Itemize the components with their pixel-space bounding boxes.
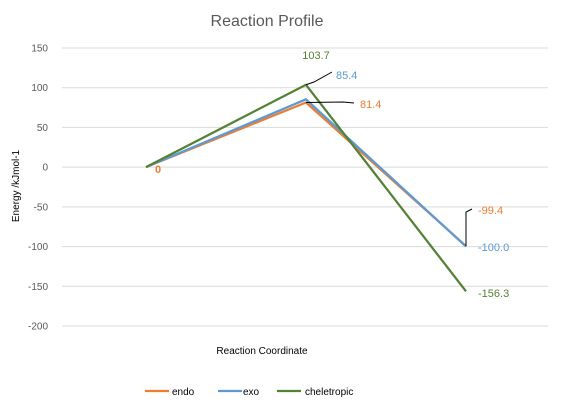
leader-line bbox=[305, 101, 355, 104]
y-tick-label: -200 bbox=[28, 322, 48, 333]
legend-label-endo: endo bbox=[172, 387, 195, 398]
data-label-endo: 81.4 bbox=[360, 99, 381, 111]
y-tick-label: 150 bbox=[31, 44, 48, 55]
series-line-exo bbox=[145, 98, 467, 248]
data-label-endo: 0 bbox=[155, 164, 161, 176]
y-axis-ticks: 150 100 50 0 -50 -100 -150 -200 bbox=[28, 44, 48, 333]
data-label-cheletropic: 103.7 bbox=[302, 50, 330, 62]
data-label-exo: 85.4 bbox=[336, 70, 357, 82]
data-label-cheletropic: -156.3 bbox=[478, 288, 509, 300]
leader-line bbox=[305, 71, 333, 86]
series-line-endo bbox=[145, 101, 467, 247]
legend-label-cheletropic: cheletropic bbox=[305, 387, 353, 398]
data-labels: 0 81.4 -99.4 85.4 -100.0 103.7 -156.3 bbox=[155, 50, 509, 300]
y-tick-label: -100 bbox=[28, 242, 48, 253]
y-tick-label: 100 bbox=[31, 83, 48, 94]
y-axis-label: Energy /kJmol-1 bbox=[11, 149, 22, 222]
legend: endo exo cheletropic bbox=[145, 387, 353, 398]
y-tick-label: 50 bbox=[37, 123, 49, 134]
y-tick-label: 0 bbox=[42, 163, 48, 174]
gridlines bbox=[62, 47, 548, 327]
data-label-exo: -100.0 bbox=[478, 242, 509, 254]
data-label-leader-lines bbox=[305, 71, 473, 247]
data-label-endo: -99.4 bbox=[478, 205, 503, 217]
series-line-cheletropic bbox=[145, 83, 467, 292]
chart-title: Reaction Profile bbox=[211, 13, 324, 30]
legend-label-exo: exo bbox=[243, 387, 260, 398]
y-tick-label: -50 bbox=[34, 202, 49, 213]
leader-line bbox=[465, 208, 473, 247]
series-lines bbox=[145, 83, 467, 292]
x-axis-label: Reaction Coordinate bbox=[216, 346, 308, 357]
y-tick-label: -150 bbox=[28, 282, 48, 293]
